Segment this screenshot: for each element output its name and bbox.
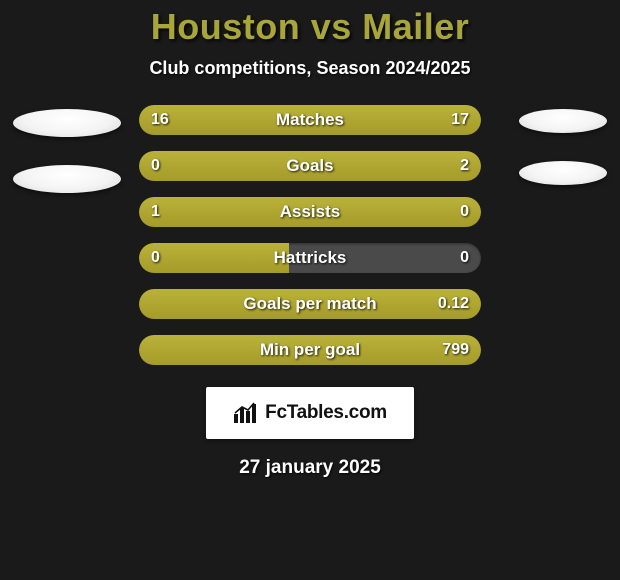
stat-bar: 1Assists0 — [139, 197, 481, 227]
stat-fill-left — [139, 335, 286, 365]
stat-fill-right — [201, 151, 481, 181]
page-title: Houston vs Mailer — [0, 6, 620, 48]
stat-fill-left — [139, 151, 201, 181]
date-text: 27 january 2025 — [0, 457, 620, 479]
player-badge-right-2 — [519, 161, 607, 185]
stat-bar: 16Matches17 — [139, 105, 481, 135]
brand-text: FcTables.com — [265, 402, 387, 424]
player-badge-right-1 — [519, 109, 607, 133]
stat-bars: 16Matches17 0Goals2 1Assists0 0Hattricks0 Go… — [139, 105, 481, 365]
comparison-infographic: Houston vs Mailer Club competitions, Sea… — [0, 0, 620, 580]
stat-bar: 0Hattricks0 — [139, 243, 481, 273]
brand-bars-icon — [233, 402, 259, 424]
stat-fill-right — [255, 289, 481, 319]
stat-fill-right — [286, 335, 481, 365]
stat-fill-left — [139, 289, 255, 319]
left-badge-column — [13, 105, 121, 193]
content-row: 16Matches17 0Goals2 1Assists0 0Hattricks0 Go… — [0, 105, 620, 365]
stat-fill-left — [139, 243, 289, 273]
player-badge-left-2 — [13, 165, 121, 193]
subtitle: Club competitions, Season 2024/2025 — [0, 58, 620, 79]
stat-bar: Goals per match0.12 — [139, 289, 481, 319]
right-badge-column — [499, 105, 607, 185]
player-badge-left-1 — [13, 109, 121, 137]
stat-fill-left — [139, 105, 305, 135]
stat-fill-left — [139, 197, 406, 227]
stat-fill-right — [406, 197, 481, 227]
stat-bar: 0Goals2 — [139, 151, 481, 181]
stat-bar: Min per goal799 — [139, 335, 481, 365]
stat-fill-right — [305, 105, 481, 135]
brand-box: FcTables.com — [206, 387, 414, 439]
stat-value-right: 0 — [460, 249, 469, 267]
